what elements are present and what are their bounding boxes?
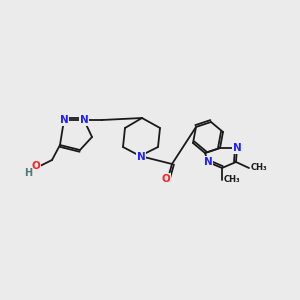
Text: CH₃: CH₃ <box>224 176 241 184</box>
Text: N: N <box>136 152 146 162</box>
Text: O: O <box>162 174 170 184</box>
Text: N: N <box>60 115 68 125</box>
Text: N: N <box>80 115 88 125</box>
Text: N: N <box>232 143 242 153</box>
Text: O: O <box>32 161 40 171</box>
Text: H: H <box>24 168 32 178</box>
Text: CH₃: CH₃ <box>251 164 268 172</box>
Text: N: N <box>204 157 212 167</box>
